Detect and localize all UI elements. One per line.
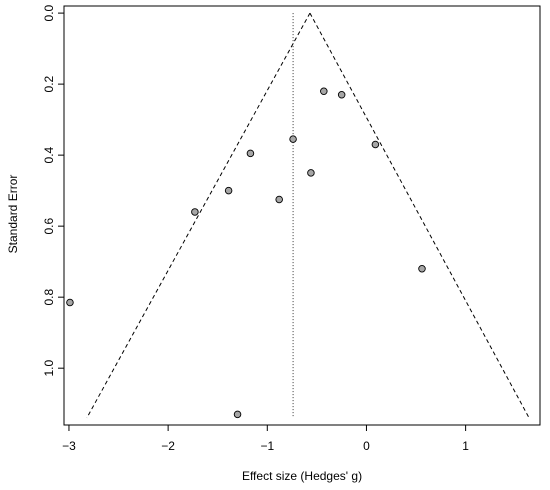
study-point: [233, 410, 242, 419]
y-tick-label: 0.6: [42, 217, 56, 234]
y-axis-label: Standard Error: [6, 175, 20, 254]
study-point: [307, 169, 315, 177]
x-axis-label: Effect size (Hedges' g): [242, 469, 362, 483]
study-point: [371, 140, 380, 149]
study-point: [191, 208, 199, 216]
x-tick-label: −2: [161, 439, 175, 453]
study-point: [246, 149, 255, 158]
x-tick-label: −1: [260, 439, 274, 453]
study-points: [66, 87, 426, 419]
study-point: [418, 265, 426, 273]
y-tick-label: 0.4: [42, 146, 56, 163]
funnel-lines: [86, 12, 530, 419]
x-tick-label: 1: [462, 439, 469, 453]
study-point: [337, 91, 346, 99]
y-tick-label: 0.0: [42, 4, 56, 21]
axes: −3 −2 −1 0 1 0.0 0.2 0.4 0.6 0.8 1.0: [42, 4, 541, 453]
study-point: [320, 87, 328, 95]
study-point: [224, 186, 233, 195]
study-point: [66, 298, 74, 307]
x-tick-label: 0: [363, 439, 370, 453]
funnel-left-line: [86, 12, 311, 419]
y-tick-label: 1.0: [42, 360, 56, 377]
y-tick-label: 0.2: [42, 75, 56, 92]
x-tick-label: −3: [62, 439, 76, 453]
study-point: [275, 195, 283, 204]
funnel-right-line: [309, 12, 530, 419]
y-tick-label: 0.8: [42, 289, 56, 306]
study-point: [289, 135, 297, 143]
plot-frame: [63, 5, 541, 426]
